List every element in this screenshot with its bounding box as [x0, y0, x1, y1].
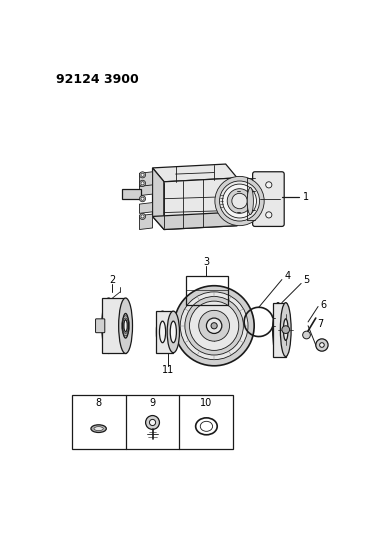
Text: 11: 11 — [162, 366, 174, 375]
Polygon shape — [273, 303, 286, 357]
Ellipse shape — [280, 303, 291, 357]
Circle shape — [139, 172, 146, 178]
Ellipse shape — [94, 427, 103, 431]
Ellipse shape — [156, 311, 169, 353]
Polygon shape — [139, 203, 152, 213]
Circle shape — [149, 419, 155, 425]
Circle shape — [139, 196, 146, 202]
Circle shape — [207, 318, 222, 334]
Circle shape — [146, 416, 160, 430]
Text: 92124 3900: 92124 3900 — [56, 73, 139, 86]
Text: 3: 3 — [203, 257, 210, 267]
Circle shape — [180, 292, 248, 360]
Text: 1: 1 — [303, 192, 309, 202]
Ellipse shape — [167, 311, 179, 353]
Circle shape — [141, 173, 144, 176]
Ellipse shape — [273, 303, 283, 357]
Circle shape — [219, 181, 259, 221]
Polygon shape — [152, 168, 164, 230]
Circle shape — [266, 212, 272, 218]
Circle shape — [141, 197, 144, 200]
Text: 7: 7 — [317, 319, 323, 329]
Circle shape — [174, 286, 254, 366]
Circle shape — [211, 322, 217, 329]
Polygon shape — [152, 164, 237, 182]
Bar — [72, 395, 234, 449]
Ellipse shape — [160, 321, 166, 343]
Circle shape — [139, 213, 146, 220]
FancyBboxPatch shape — [253, 172, 284, 227]
FancyBboxPatch shape — [96, 319, 105, 333]
Circle shape — [320, 343, 324, 348]
Circle shape — [232, 193, 247, 209]
Bar — [186, 276, 228, 305]
Circle shape — [139, 180, 146, 187]
Ellipse shape — [118, 298, 133, 353]
Text: 5: 5 — [303, 276, 310, 285]
Circle shape — [303, 331, 311, 339]
Polygon shape — [139, 185, 152, 196]
Ellipse shape — [102, 298, 115, 353]
Polygon shape — [139, 214, 152, 230]
Text: 2: 2 — [109, 274, 115, 285]
Polygon shape — [164, 178, 237, 230]
Circle shape — [199, 310, 229, 341]
Text: 4: 4 — [284, 271, 290, 281]
Polygon shape — [102, 298, 126, 353]
Polygon shape — [139, 172, 152, 187]
Circle shape — [215, 176, 264, 225]
Circle shape — [266, 182, 272, 188]
Text: 10: 10 — [200, 398, 213, 408]
Circle shape — [227, 189, 252, 213]
Circle shape — [189, 301, 239, 350]
Circle shape — [282, 326, 290, 334]
Ellipse shape — [124, 320, 127, 332]
Circle shape — [223, 184, 256, 218]
Circle shape — [141, 215, 144, 218]
Text: 9: 9 — [149, 398, 155, 408]
Ellipse shape — [91, 425, 106, 432]
Ellipse shape — [283, 319, 288, 341]
Circle shape — [141, 182, 144, 185]
Ellipse shape — [170, 321, 176, 343]
Ellipse shape — [123, 313, 129, 338]
Polygon shape — [152, 213, 237, 230]
Text: 8: 8 — [96, 398, 102, 408]
Circle shape — [316, 339, 328, 351]
Polygon shape — [156, 311, 173, 353]
Circle shape — [185, 296, 243, 355]
Text: 6: 6 — [320, 300, 327, 310]
Bar — [122, 189, 141, 199]
Ellipse shape — [247, 188, 253, 214]
